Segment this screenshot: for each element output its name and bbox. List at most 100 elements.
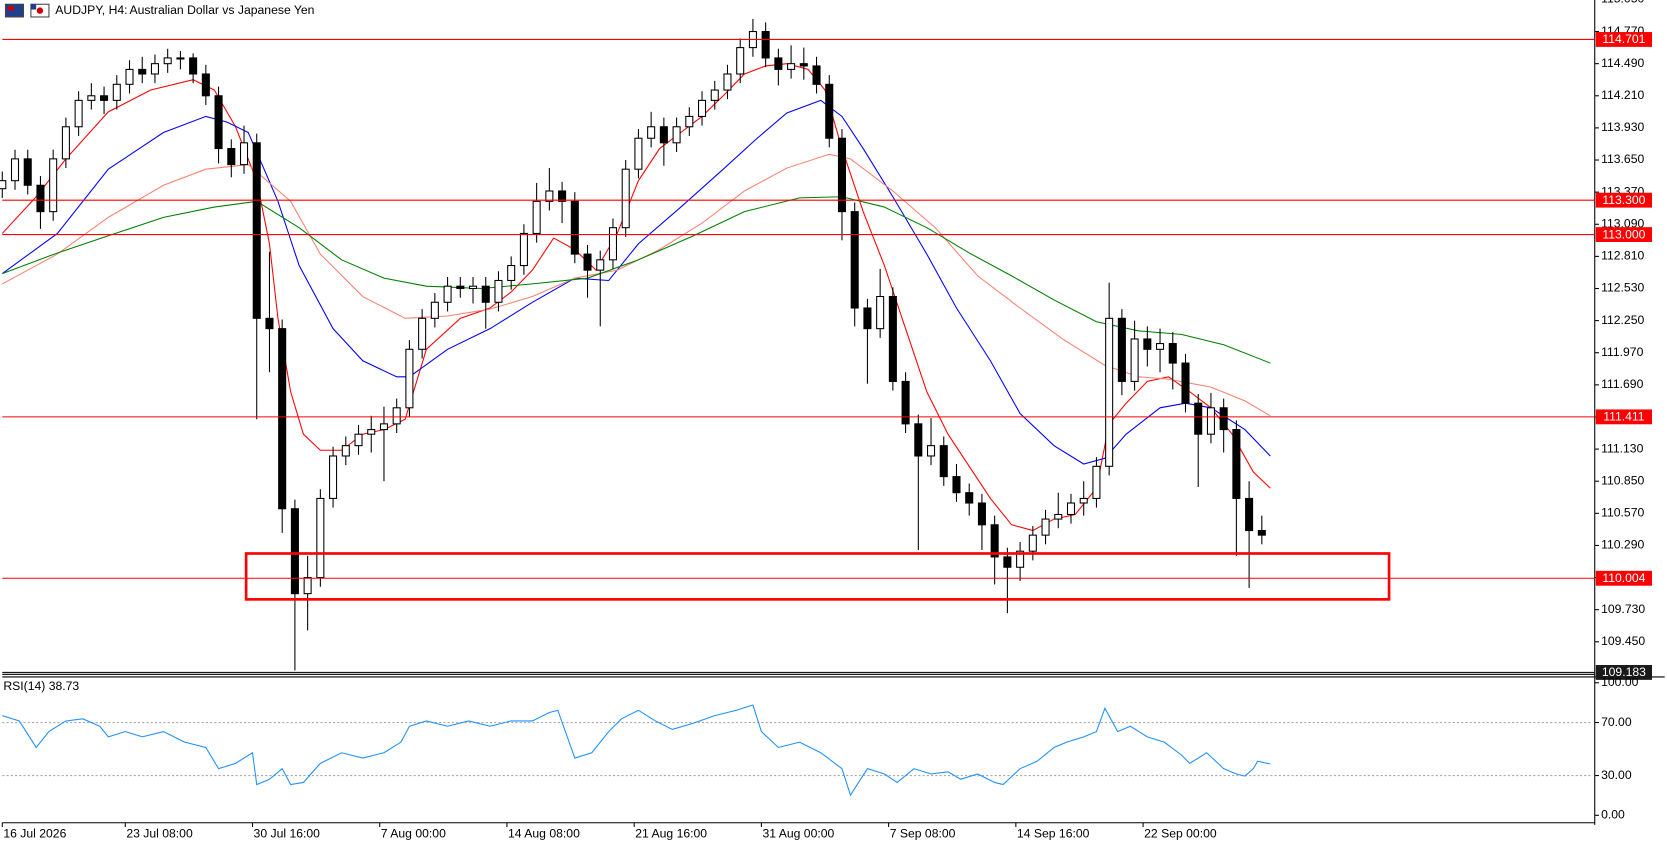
y-tick-label: 111.970 [1601, 345, 1643, 359]
level-label: 114.701 [1602, 32, 1645, 46]
candle-body [825, 83, 834, 139]
chart-subtitle: Australian Dollar vs Japanese Yen [130, 3, 315, 17]
candle-body [659, 126, 668, 144]
x-tick-label: 14 Aug 08:00 [508, 827, 580, 841]
candle-body [863, 307, 872, 330]
y-tick-label: 111.690 [1601, 377, 1643, 391]
candle-body [1054, 513, 1063, 520]
header: AUDJPY, H4: Australian Dollar vs Japanes… [4, 3, 315, 18]
candle-body [1066, 502, 1076, 516]
x-tick-label: 16 Jul 2026 [3, 827, 66, 841]
level-label: 113.300 [1602, 193, 1645, 207]
candle-body [634, 137, 643, 170]
candle-body [837, 137, 847, 213]
candle-body [36, 184, 45, 213]
level-label: 109.183 [1602, 665, 1646, 679]
y-tick-label: 110.850 [1601, 473, 1644, 487]
level-label: 113.000 [1602, 227, 1645, 241]
level-label-bg [1595, 409, 1652, 425]
x-tick-label: 22 Sep 00:00 [1144, 827, 1217, 841]
candle-body [49, 158, 58, 213]
candle-body [723, 73, 732, 91]
symbol-icon [36, 7, 44, 14]
y-tick-label: 113.650 [1601, 152, 1644, 166]
chart-title: AUDJPY, H4: [55, 3, 127, 17]
y-tick-label: 110.570 [1601, 506, 1644, 520]
indicator-title: RSI(14) 38.73 [3, 679, 79, 693]
candle-body [239, 142, 249, 166]
candle-body [1003, 556, 1012, 568]
candle-body [278, 328, 287, 510]
candle-body [74, 99, 83, 128]
y-tick-label: 112.810 [1601, 249, 1644, 263]
level-label-bg [1595, 570, 1652, 586]
candle-body [1245, 497, 1254, 532]
x-tick-label: 7 Aug 00:00 [381, 827, 446, 841]
level-label-bg [1595, 32, 1652, 47]
candle-body [316, 497, 325, 579]
candle-body [138, 68, 147, 75]
level-label-bg [1595, 192, 1652, 208]
candle-body [570, 200, 579, 255]
candle-body [698, 99, 707, 117]
candle-body [799, 63, 808, 67]
y-tick-label: 0.00 [1601, 808, 1625, 822]
frame [2, 0, 1665, 825]
y-tick-label: 109.730 [1601, 602, 1645, 616]
candle-body [112, 83, 121, 101]
candle-body [430, 301, 439, 319]
candle-body [125, 68, 134, 85]
candle-body [507, 265, 516, 282]
candle-body [977, 502, 986, 526]
x-tick-label: 14 Sep 16:00 [1017, 827, 1090, 841]
candle-body [456, 285, 465, 290]
candle-body [303, 577, 312, 595]
candle-body [812, 65, 821, 85]
candle-body [252, 142, 261, 319]
x-tick-label: 21 Aug 16:00 [635, 827, 707, 841]
candle-body [87, 95, 96, 101]
candle-body [1041, 518, 1050, 536]
candle-body [1092, 465, 1101, 499]
candle-body [163, 57, 172, 65]
candle-body [392, 407, 401, 425]
candle-body [100, 95, 109, 101]
candle-body [329, 455, 338, 499]
candle-body [583, 253, 592, 271]
y-tick-label: 110.290 [1601, 538, 1644, 552]
candle-body [354, 433, 363, 447]
candle-body [176, 57, 185, 60]
candle-body [1206, 407, 1215, 435]
x-tick-label: 7 Sep 08:00 [890, 827, 956, 841]
candle-body [418, 317, 427, 350]
candle-body [1181, 362, 1190, 404]
moving-average [2, 153, 1271, 417]
candle-body [265, 317, 274, 330]
symbol-icon [30, 4, 37, 10]
candle-body [965, 492, 974, 504]
candle-body [405, 348, 414, 409]
x-tick-label: 30 Jul 16:00 [254, 827, 321, 841]
symbol-icon [7, 6, 14, 11]
candle-body [888, 295, 897, 382]
candle-body [1168, 343, 1177, 364]
y-tick-label: 109.450 [1601, 634, 1645, 648]
candle-body [1257, 530, 1266, 536]
candle-body [608, 227, 618, 261]
y-tick-label: 115.050 [1601, 0, 1644, 6]
y-tick-label: 112.530 [1601, 281, 1644, 295]
candle-body [532, 200, 541, 234]
candle-body [1016, 550, 1025, 568]
candle-body [23, 158, 32, 186]
candle-body [1219, 407, 1228, 431]
candle-body [0, 180, 7, 190]
candle-body [990, 524, 999, 558]
y-tick-label: 113.090 [1601, 216, 1644, 230]
candle-body [621, 168, 630, 229]
x-tick-label: 23 Jul 08:00 [126, 827, 193, 841]
candle-body [468, 285, 478, 290]
candle-body [774, 57, 783, 70]
candle-body [189, 57, 198, 75]
candle-body [150, 63, 159, 75]
